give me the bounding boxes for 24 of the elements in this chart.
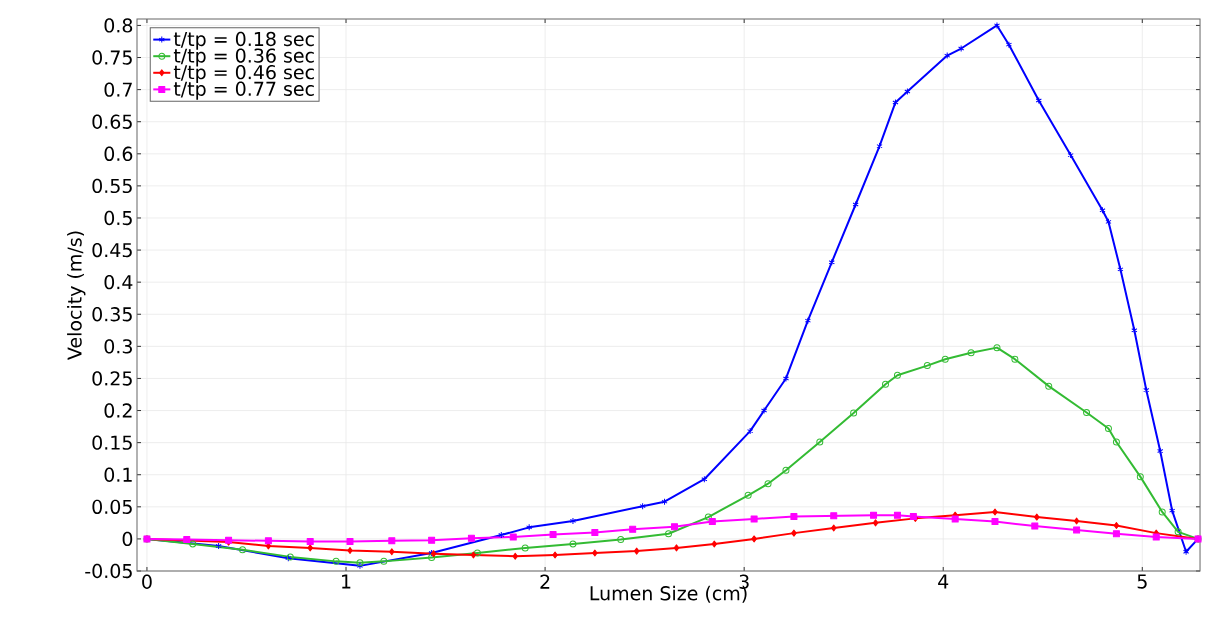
x-tick-label: 1 (342, 574, 351, 589)
y-tick-label: 0.8 (104, 18, 133, 33)
y-tick-label: 0.75 (92, 50, 132, 65)
y-tick-label: 0.05 (92, 499, 132, 514)
y-tick-label: 0.7 (104, 82, 132, 97)
y-tick-label: 0 (122, 531, 133, 547)
y-tick-label: 0.3 (104, 339, 132, 354)
y-tick-label: 0.6 (104, 146, 133, 161)
y-tick-label: 0.55 (92, 178, 132, 194)
y-tick-label: 0.35 (92, 307, 132, 322)
y-tick-label: -0.05 (85, 563, 132, 579)
y-tick-label: 0.5 (104, 210, 132, 226)
x-tick-label: 0 (142, 574, 152, 589)
y-tick-label: 0.25 (92, 371, 132, 386)
y-tick-label: 0.2 (104, 403, 132, 418)
x-tick-label: 4 (938, 574, 949, 589)
y-tick-label: 0.15 (92, 435, 132, 450)
y-tick-label: 0.1 (104, 467, 132, 482)
y-tick-label: 0.65 (92, 114, 132, 129)
x-tick-label: 2 (540, 574, 550, 589)
x-tick-label: 5 (1137, 574, 1147, 589)
y-axis-title: Velocity (m/s) (67, 231, 86, 360)
y-tick-label: 0.4 (104, 274, 133, 290)
y-tick-label: 0.45 (92, 242, 132, 258)
